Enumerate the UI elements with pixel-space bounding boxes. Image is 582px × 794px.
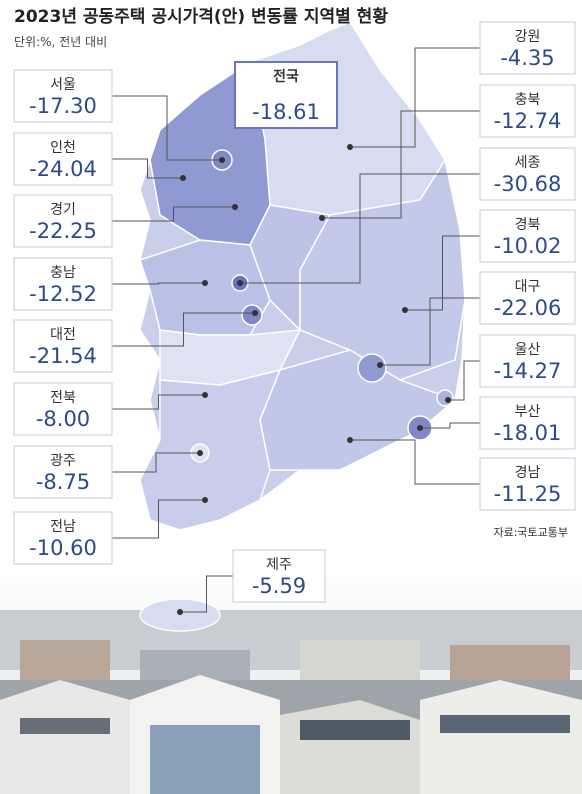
marker-dot [219, 157, 225, 163]
leader-line [180, 575, 233, 613]
label-box [479, 21, 576, 75]
label-box [479, 84, 576, 138]
leader-line [350, 439, 480, 485]
label-box [479, 271, 576, 325]
region-name: 경남 [515, 465, 541, 481]
label-box [13, 445, 113, 499]
region-name: 서울 [50, 77, 76, 93]
region-name: 세종 [515, 155, 541, 171]
region-value: -5.59 [252, 574, 306, 598]
labels: 서울-17.30 인천-24.04 경기-22.25 충남-12.52 대전-21.54… [13, 21, 576, 615]
leader-line [380, 297, 480, 366]
label-box [13, 382, 113, 436]
region-name: 인천 [50, 140, 76, 156]
region-value: -30.68 [494, 172, 562, 196]
leader-line [112, 158, 183, 179]
region-value: -22.25 [29, 219, 97, 243]
region-value: -10.60 [29, 536, 97, 560]
region-name: 전북 [50, 390, 76, 406]
leader-line [112, 206, 235, 222]
region-value: -17.30 [29, 94, 97, 118]
region-name: 광주 [50, 453, 76, 469]
region-name: 충남 [50, 265, 76, 281]
marker-dot [319, 215, 325, 221]
region-name: 대구 [515, 279, 541, 295]
source: 자료:국토교통부 [493, 526, 568, 539]
region-value: -8.75 [36, 470, 90, 494]
marker-dot [202, 392, 208, 398]
region-name: 부산 [515, 404, 541, 420]
region-name: 전남 [50, 519, 76, 535]
label-box [479, 209, 576, 263]
marker-dot [180, 175, 186, 181]
marker-dot [197, 450, 203, 456]
marker-dot [445, 397, 451, 403]
marker-dot [347, 144, 353, 150]
marker-dot [202, 280, 208, 286]
region-value: -21.54 [29, 344, 97, 368]
region-name: 제주 [266, 557, 292, 573]
leader-line [112, 95, 222, 161]
region-value: -10.02 [494, 234, 562, 258]
region-value: -4.35 [500, 46, 554, 70]
label-box [13, 257, 113, 311]
leader-line [420, 422, 480, 429]
region-value: -8.00 [36, 407, 90, 431]
label-box [13, 132, 113, 186]
region-name: 대전 [50, 327, 76, 343]
label-box [13, 69, 113, 123]
label-box [479, 147, 576, 201]
region-name: 강원 [515, 29, 541, 45]
region-value: -11.25 [494, 482, 562, 506]
leader-line [112, 452, 200, 473]
leader-line [350, 47, 480, 148]
marker-dot [237, 280, 243, 286]
label-box [232, 549, 326, 603]
label-box [479, 334, 576, 388]
photo [0, 570, 582, 794]
region-value: -24.04 [29, 157, 97, 181]
region-name: 울산 [515, 342, 541, 358]
unit: 단위:%, 전년 대비 [14, 35, 107, 49]
region-value: -22.06 [494, 296, 562, 320]
region-name: 경기 [50, 202, 76, 218]
label-box [13, 511, 113, 565]
region-value: -12.74 [494, 109, 562, 133]
leader-line [448, 360, 480, 401]
leader-line [112, 394, 205, 410]
region-value: -12.52 [29, 282, 97, 306]
region-name: 경북 [515, 217, 541, 233]
leader-line [112, 282, 205, 285]
label-box [479, 457, 576, 511]
leader-line [112, 499, 205, 539]
marker-dot [232, 204, 238, 210]
region-name: 충북 [515, 92, 541, 108]
region-value: -18.01 [494, 421, 562, 445]
marker-dot [202, 497, 208, 503]
leader-line [322, 110, 480, 219]
marker-dot [252, 310, 258, 316]
label-box [234, 61, 338, 129]
marker-dot [177, 609, 183, 615]
region-name: 전국 [273, 68, 299, 85]
label-box [479, 396, 576, 450]
label-box [13, 194, 113, 248]
region-value: -14.27 [494, 359, 562, 383]
leader-line [240, 173, 480, 284]
marker-dot [417, 425, 423, 431]
marker-dot [377, 362, 383, 368]
label-box [13, 319, 113, 373]
marker-dot [347, 437, 353, 443]
leader-line [405, 235, 480, 311]
marker-dot [402, 307, 408, 313]
title: 2023년 공동주택 공시가격(안) 변동률 지역별 현황 [14, 7, 388, 27]
leader-line [112, 312, 255, 347]
region-value: -18.61 [252, 100, 320, 124]
map [139, 21, 466, 632]
